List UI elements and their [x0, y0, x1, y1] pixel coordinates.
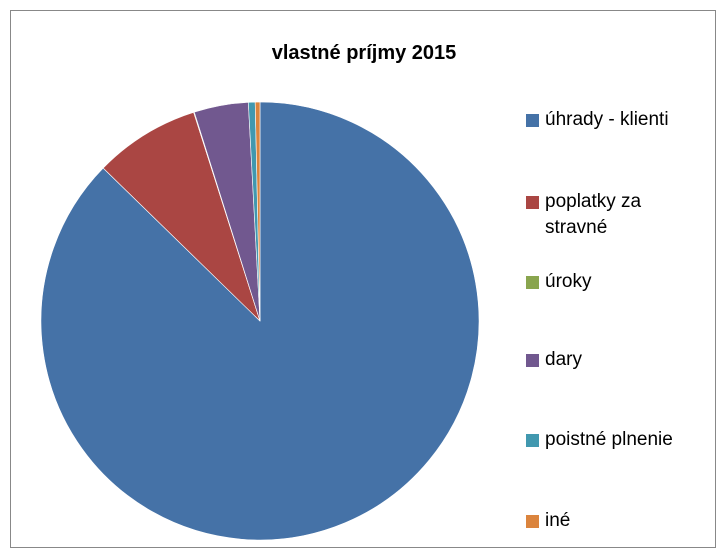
legend-label: dary: [545, 349, 582, 370]
legend-item: úroky: [526, 269, 696, 295]
legend-item: poistné plnenie: [526, 427, 696, 453]
pie-slice: [102, 111, 261, 322]
legend-swatch: [526, 114, 539, 127]
legend-swatch: [526, 434, 539, 447]
legend-swatch: [526, 354, 539, 367]
legend-swatch: [526, 196, 539, 209]
legend-label: iné: [545, 510, 571, 531]
legend-item: úhrady - klienti: [526, 107, 696, 133]
chart-title: vlastné príjmy 2015: [271, 42, 457, 64]
legend-label: poplatky za stravné: [545, 191, 642, 238]
legend-label: poistné plnenie: [545, 429, 673, 450]
legend-item: iné: [526, 508, 696, 534]
legend-item: poplatky za stravné: [526, 189, 696, 241]
chart-border: [10, 10, 716, 548]
legend-label: úhrady - klienti: [545, 109, 669, 130]
legend-swatch: [526, 276, 539, 289]
legend-item: dary: [526, 347, 696, 373]
legend-label: úroky: [545, 271, 592, 292]
pie-slice: [254, 101, 261, 322]
legend-swatch: [526, 515, 539, 528]
